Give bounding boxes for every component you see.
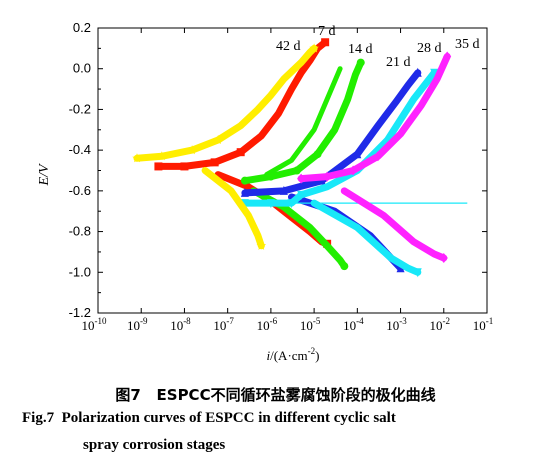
x-tick-label: 10-7 bbox=[213, 316, 234, 333]
x-axis-var: i bbox=[266, 348, 270, 363]
anodic-branch-7d bbox=[154, 38, 329, 170]
x-tick-label: 10-4 bbox=[343, 316, 364, 333]
marker-7d bbox=[236, 148, 245, 157]
marker-28d bbox=[240, 199, 249, 209]
marker-end-21d bbox=[413, 67, 422, 77]
hysteresis-branch-14d bbox=[264, 66, 343, 178]
marker-28d bbox=[297, 190, 306, 200]
x-tick-label: 10-10 bbox=[82, 316, 107, 333]
y-tick-label: 0.0 bbox=[73, 61, 91, 76]
series-label-14d: 14 d bbox=[348, 42, 373, 57]
marker-7d bbox=[210, 158, 219, 167]
marker-42d bbox=[132, 153, 142, 163]
marker-35d bbox=[323, 171, 332, 182]
marker-end-7d bbox=[321, 38, 330, 47]
series-35d bbox=[297, 51, 452, 264]
series-label-21d: 21 d bbox=[386, 55, 411, 70]
marker-14d bbox=[266, 172, 275, 181]
x-axis-unit: /(A·cm bbox=[270, 348, 308, 363]
cathodic-branch-35d bbox=[340, 187, 448, 262]
x-tick-label: 10-2 bbox=[430, 316, 451, 333]
series-label-7d: 7 d bbox=[318, 24, 336, 39]
marker-end-35d bbox=[443, 51, 452, 62]
marker-21d bbox=[279, 185, 288, 195]
y-axis-title: E/V bbox=[37, 163, 52, 186]
polarization-chart: 0.2 0.0 -0.2 -0.4 -0.6 -0.8 -1.0 -1.2 10-10 10-9… bbox=[37, 20, 494, 363]
series-label-35d: 35 d bbox=[455, 37, 480, 52]
marker-7d bbox=[154, 162, 163, 171]
marker-14d bbox=[313, 150, 322, 159]
anodic-branch-14d bbox=[241, 59, 365, 185]
series-28d bbox=[240, 68, 468, 278]
marker-35d bbox=[349, 165, 358, 176]
x-axis-unit-close: ) bbox=[315, 348, 319, 363]
caption-cn-text: ESPCC不同循环盐雾腐蚀阶段的极化曲线 bbox=[156, 386, 436, 404]
marker-cathodic-42d bbox=[256, 240, 267, 250]
y-axis-ticks: 0.2 0.0 -0.2 -0.4 -0.6 -0.8 -1.0 -1.2 bbox=[69, 20, 487, 320]
marker-21d bbox=[353, 149, 362, 159]
marker-42d bbox=[157, 151, 167, 161]
marker-28d bbox=[287, 199, 296, 209]
caption-english-line1: Fig.7 Polarization curves of ESPCC in di… bbox=[22, 410, 396, 426]
x-axis-title: i/(A·cm-2) bbox=[266, 346, 319, 363]
x-tick-label: 10-3 bbox=[386, 316, 407, 333]
marker-cathodic-35d bbox=[439, 253, 448, 264]
anodic-branch-42d bbox=[133, 44, 318, 162]
y-tick-label: -0.8 bbox=[69, 224, 91, 239]
y-tick-label: -1.2 bbox=[69, 305, 91, 320]
cathodic-branch-42d bbox=[201, 167, 265, 250]
series-42d bbox=[132, 43, 319, 250]
marker-14d bbox=[292, 166, 301, 175]
x-axis-unit-exp: -2 bbox=[308, 346, 316, 356]
anodic-branch-35d bbox=[297, 53, 451, 183]
x-tick-label: 10-5 bbox=[300, 316, 321, 333]
marker-end-42d bbox=[309, 43, 319, 53]
marker-42d bbox=[213, 135, 223, 144]
series-label-28d: 28 d bbox=[417, 41, 442, 56]
marker-28d bbox=[266, 199, 275, 209]
y-tick-label: 0.2 bbox=[73, 20, 91, 35]
series-labels: 7 d 14 d 21 d 28 d 35 d 42 d bbox=[276, 24, 480, 70]
anodic-branch-28d bbox=[241, 69, 438, 207]
x-tick-label: 10-9 bbox=[127, 316, 148, 333]
y-tick-label: -1.0 bbox=[69, 264, 91, 279]
y-tick-label: -0.6 bbox=[69, 183, 91, 198]
series-layer bbox=[132, 38, 468, 278]
cathodic-branch-28d bbox=[310, 199, 422, 276]
x-tick-label: 10-8 bbox=[170, 316, 191, 333]
x-tick-label: 10-1 bbox=[473, 316, 494, 333]
x-tick-label: 10-6 bbox=[257, 316, 278, 333]
series-label-42d: 42 d bbox=[276, 39, 301, 54]
anodic-branch-21d bbox=[241, 69, 422, 197]
y-tick-label: -0.2 bbox=[69, 101, 91, 116]
marker-end-14d bbox=[356, 58, 365, 67]
marker-cathodic-28d bbox=[413, 268, 422, 278]
caption-chinese: 图7 ESPCC不同循环盐雾腐蚀阶段的极化曲线 bbox=[0, 384, 551, 405]
marker-21d bbox=[240, 187, 249, 197]
caption-cn-figno: 图7 bbox=[115, 386, 141, 404]
marker-35d bbox=[373, 151, 382, 162]
marker-42d bbox=[187, 145, 197, 155]
marker-7d bbox=[180, 162, 189, 171]
marker-14d bbox=[240, 176, 249, 185]
caption-english-line2: spray corrosion stages bbox=[83, 437, 226, 453]
y-tick-label: -0.4 bbox=[69, 142, 91, 157]
marker-end-28d bbox=[430, 68, 439, 78]
x-axis-ticks: 10-10 10-9 10-8 10-7 10-6 10-5 10-4 10-3 10-2 10-… bbox=[82, 28, 494, 333]
marker-cathodic-14d bbox=[340, 262, 349, 271]
marker-35d bbox=[297, 173, 306, 184]
